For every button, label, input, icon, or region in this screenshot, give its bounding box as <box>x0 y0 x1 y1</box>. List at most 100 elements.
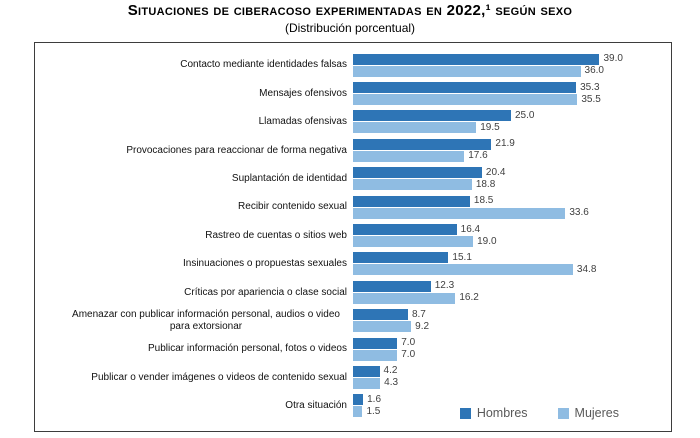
bar-line-mujeres: 35.5 <box>353 93 669 106</box>
category-label-text: Amenazar con publicar información person… <box>72 309 340 332</box>
category-label: Insinuaciones o propuestas sexuales <box>35 258 353 270</box>
bar-line-mujeres: 18.8 <box>353 179 669 191</box>
value-label-hombres: 35.3 <box>580 81 600 93</box>
bar-line-mujeres: 34.8 <box>353 263 669 276</box>
chart-row: Publicar información personal, fotos o v… <box>35 335 671 363</box>
value-label-mujeres: 19.5 <box>480 121 500 133</box>
category-label-text: Provocaciones para reaccionar de forma n… <box>126 144 347 156</box>
chart-row: Contacto mediante identidades falsas 39.0… <box>35 51 671 79</box>
value-label-hombres: 25.0 <box>515 109 535 121</box>
value-label-hombres: 15.1 <box>452 251 472 263</box>
bar-group: 4.2 4.3 <box>353 365 671 389</box>
category-label: Contacto mediante identidades falsas <box>35 59 353 71</box>
category-label: Provocaciones para reaccionar de forma n… <box>35 145 353 157</box>
bar-line-hombres: 21.9 <box>353 138 669 150</box>
value-label-hombres: 1.6 <box>367 393 382 405</box>
value-label-hombres: 18.5 <box>473 195 494 207</box>
chart-row: Insinuaciones o propuestas sexuales 15.1 3… <box>35 250 671 278</box>
value-label-mujeres: 17.6 <box>468 150 488 162</box>
value-label-hombres: 21.9 <box>495 138 515 150</box>
bar-line-mujeres: 4.3 <box>353 377 669 389</box>
value-label-mujeres: 1.5 <box>366 405 381 417</box>
value-label-hombres: 39.0 <box>603 53 623 65</box>
bar-line-hombres: 12.3 <box>353 280 669 292</box>
category-label: Otra situación <box>35 400 353 412</box>
legend-item-mujeres: Mujeres <box>557 406 619 420</box>
bar-group: 1.6 1.5 <box>353 393 671 418</box>
bar-mujeres <box>353 122 477 134</box>
category-label-text: Suplantación de identidad <box>231 173 347 184</box>
bar-mujeres <box>353 65 581 77</box>
value-label-hombres: 8.7 <box>411 308 426 320</box>
chart-row: Provocaciones para reaccionar de forma n… <box>35 136 671 164</box>
bar-mujeres <box>353 292 456 304</box>
bar-mujeres <box>353 264 573 276</box>
bar-line-mujeres: 19.0 <box>353 236 669 248</box>
bar-hombres <box>353 252 449 264</box>
chart-plot-area: Contacto mediante identidades falsas 39.0… <box>34 42 672 432</box>
bar-group: 20.4 18.8 <box>353 167 671 191</box>
bar-hombres <box>353 224 457 236</box>
category-label-text: Rastreo de cuentas o sitios web <box>205 229 347 241</box>
value-label-mujeres: 9.2 <box>415 320 430 332</box>
bar-mujeres <box>353 207 566 219</box>
chart-row: Publicar o vender imágenes o videos de c… <box>35 363 671 391</box>
chart-row: Llamadas ofensivas 25.0 19.5 <box>35 108 671 136</box>
bar-mujeres <box>353 349 398 361</box>
legend-label-hombres: Hombres <box>476 406 528 420</box>
value-label-hombres: 12.3 <box>434 280 455 292</box>
value-label-hombres: 4.2 <box>383 365 398 377</box>
bar-line-hombres: 1.6 <box>353 393 669 406</box>
category-label: Suplantación de identidad <box>35 173 353 185</box>
bar-line-hombres: 7.0 <box>353 337 669 349</box>
bar-hombres <box>353 337 398 349</box>
legend-swatch-hombres <box>459 407 471 419</box>
value-label-mujeres: 16.2 <box>459 292 479 304</box>
bar-group: 8.7 9.2 <box>353 308 671 333</box>
chart-subtitle: (Distribución porcentual) <box>284 20 416 35</box>
bar-hombres <box>353 138 492 150</box>
bar-group: 15.1 34.8 <box>353 251 671 276</box>
bar-group: 7.0 7.0 <box>353 337 671 361</box>
bar-group: 18.5 33.6 <box>353 195 671 219</box>
category-label-text: Publicar o vender imágenes o videos de c… <box>91 371 347 383</box>
category-label-text: Otra situación <box>285 400 347 412</box>
bar-line-hombres: 16.4 <box>353 223 669 236</box>
category-label: Rastreo de cuentas o sitios web <box>35 230 353 242</box>
category-label-text: Llamadas ofensivas <box>258 116 347 128</box>
category-label: Llamadas ofensivas <box>35 116 353 128</box>
category-label-text: Críticas por apariencia o clase social <box>184 286 347 298</box>
category-label: Recibir contenido sexual <box>35 201 353 213</box>
bar-mujeres <box>353 179 472 191</box>
bar-line-mujeres: 1.5 <box>353 405 669 418</box>
category-label: Críticas por apariencia o clase social <box>35 287 353 299</box>
chart-rows: Contacto mediante identidades falsas 39.0… <box>35 43 671 420</box>
value-label-mujeres: 34.8 <box>576 263 597 275</box>
category-label: Publicar o vender imágenes o videos de c… <box>35 372 353 384</box>
chart-title: Situaciones de ciberacoso experimentadas… <box>127 2 573 19</box>
bar-group: 12.3 16.2 <box>353 280 671 304</box>
category-label: Publicar información personal, fotos o v… <box>35 343 353 355</box>
chart-row: Mensajes ofensivos 35.3 35.5 <box>35 79 671 107</box>
bar-group: 25.0 19.5 <box>353 109 671 134</box>
value-label-mujeres: 35.5 <box>581 93 601 105</box>
bar-hombres <box>353 394 364 406</box>
bar-mujeres <box>353 236 474 248</box>
bar-mujeres <box>353 94 578 106</box>
bar-line-mujeres: 17.6 <box>353 150 669 162</box>
value-label-hombres: 7.0 <box>401 337 416 349</box>
bar-mujeres <box>353 321 412 333</box>
bar-line-hombres: 20.4 <box>353 167 669 179</box>
bar-hombres <box>353 309 408 321</box>
bar-group: 35.3 35.5 <box>353 81 671 106</box>
bar-line-hombres: 39.0 <box>353 53 669 65</box>
category-label: Mensajes ofensivos <box>35 88 353 100</box>
bar-line-mujeres: 9.2 <box>353 320 669 333</box>
bar-line-mujeres: 33.6 <box>353 207 669 219</box>
bar-line-hombres: 25.0 <box>353 109 669 122</box>
value-label-hombres: 16.4 <box>460 223 481 235</box>
category-label-text: Contacto mediante identidades falsas <box>180 59 347 71</box>
legend-label-mujeres: Mujeres <box>574 406 619 420</box>
chart-row: Amenazar con publicar información person… <box>35 307 671 335</box>
chart-row: Suplantación de identidad 20.4 18.8 <box>35 165 671 193</box>
